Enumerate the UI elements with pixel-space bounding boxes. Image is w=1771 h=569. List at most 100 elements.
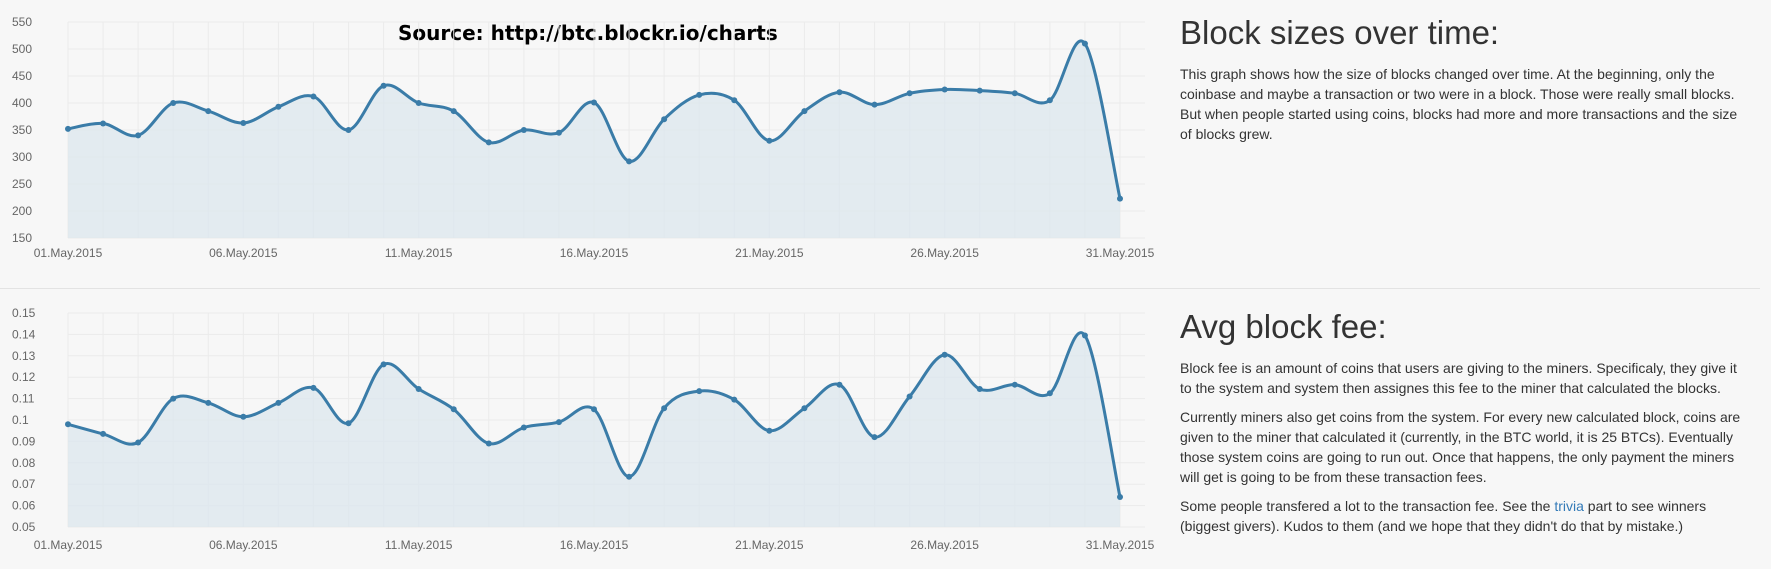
x-tick-label: 31.May.2015 — [1086, 538, 1155, 552]
x-tick-label: 11.May.2015 — [385, 246, 453, 260]
data-point[interactable] — [661, 405, 668, 412]
y-tick-label: 250 — [12, 177, 32, 191]
data-point[interactable] — [415, 385, 422, 392]
y-tick-label: 0.14 — [12, 327, 36, 341]
data-point[interactable] — [240, 413, 247, 420]
data-point[interactable] — [626, 473, 633, 480]
data-point[interactable] — [696, 388, 703, 395]
data-point[interactable] — [801, 405, 808, 412]
data-point[interactable] — [520, 127, 527, 133]
data-point[interactable] — [275, 399, 282, 406]
block-fee-paragraph-1: Block fee is an amount of coins that use… — [1180, 359, 1737, 396]
y-tick-label: 0.05 — [12, 520, 36, 534]
data-point[interactable] — [1117, 195, 1123, 202]
y-tick-label: 0.1 — [12, 413, 29, 427]
data-point[interactable] — [1011, 381, 1018, 388]
data-point[interactable] — [65, 125, 71, 132]
series-area — [68, 332, 1120, 527]
trivia-text-before: Some people transfered a lot to the tran… — [1180, 497, 1555, 514]
series-line — [67, 331, 1122, 498]
data-point[interactable] — [380, 82, 387, 89]
x-tick-label: 16.May.2015 — [560, 538, 629, 552]
trivia-link[interactable]: trivia — [1554, 497, 1584, 514]
data-point[interactable] — [65, 421, 71, 428]
y-tick-label: 200 — [12, 204, 32, 218]
data-point[interactable] — [1046, 390, 1053, 397]
block-fee-heading: Avg block fee: — [1180, 308, 1387, 345]
data-point[interactable] — [555, 419, 562, 426]
x-tick-label: 21.May.2015 — [735, 246, 804, 260]
data-point[interactable] — [170, 100, 177, 106]
data-point[interactable] — [836, 89, 843, 96]
data-point[interactable] — [871, 434, 878, 441]
data-point[interactable] — [100, 120, 107, 127]
data-point[interactable] — [205, 399, 212, 406]
data-point[interactable] — [1081, 332, 1088, 339]
data-point[interactable] — [485, 139, 492, 146]
data-point[interactable] — [731, 396, 738, 403]
data-point[interactable] — [766, 427, 773, 434]
y-tick-label: 0.08 — [12, 456, 36, 470]
data-point[interactable] — [1046, 97, 1053, 104]
block-size-description: Block sizes over time: This graph shows … — [1180, 14, 1746, 153]
y-tick-label: 150 — [12, 231, 32, 245]
data-point[interactable] — [906, 393, 913, 400]
data-point[interactable] — [976, 87, 983, 94]
block-fee-chart: 0.05 0.06 0.07 0.08 0.09 0.1 0.11 0.12 0.13 0.14 0… — [12, 306, 1155, 552]
data-point[interactable] — [696, 91, 703, 98]
data-point[interactable] — [485, 440, 492, 447]
data-point[interactable] — [941, 86, 948, 93]
data-point[interactable] — [766, 137, 773, 144]
data-point[interactable] — [450, 406, 457, 413]
y-tick-label: 0.07 — [12, 477, 36, 491]
y-tick-label: 400 — [12, 96, 32, 110]
data-point[interactable] — [555, 129, 562, 136]
data-point[interactable] — [976, 385, 983, 392]
data-point[interactable] — [801, 108, 808, 115]
section-divider — [0, 288, 1760, 289]
data-point[interactable] — [240, 119, 247, 126]
x-tick-label: 31.May.2015 — [1086, 246, 1155, 260]
data-point[interactable] — [450, 108, 457, 115]
data-point[interactable] — [415, 100, 422, 106]
data-point[interactable] — [345, 127, 352, 133]
data-point[interactable] — [520, 424, 527, 431]
data-point[interactable] — [871, 101, 878, 108]
x-tick-label: 16.May.2015 — [560, 246, 629, 260]
data-point[interactable] — [661, 116, 668, 123]
data-point[interactable] — [1081, 40, 1088, 47]
data-point[interactable] — [1011, 90, 1018, 97]
data-point[interactable] — [135, 132, 142, 139]
data-point[interactable] — [1117, 494, 1123, 501]
data-point[interactable] — [345, 420, 352, 427]
data-point[interactable] — [310, 93, 317, 100]
data-point[interactable] — [591, 99, 597, 106]
data-point[interactable] — [906, 90, 913, 97]
data-point[interactable] — [100, 430, 107, 437]
x-tick-label: 01.May.2015 — [34, 246, 103, 260]
block-size-chart: Source: http://btc.blockr.io/charts 150 20… — [12, 15, 1155, 260]
y-tick-label: 0.09 — [12, 434, 36, 448]
data-point[interactable] — [731, 97, 738, 104]
y-tick-label: 300 — [12, 150, 32, 164]
data-point[interactable] — [941, 351, 948, 358]
y-tick-label: 0.15 — [12, 306, 36, 320]
x-tick-label: 06.May.2015 — [209, 246, 278, 260]
x-tick-label: 01.May.2015 — [34, 538, 103, 552]
data-point[interactable] — [135, 439, 142, 446]
data-point[interactable] — [310, 384, 317, 391]
data-point[interactable] — [836, 381, 843, 388]
data-point[interactable] — [591, 406, 597, 413]
block-size-section: Source: http://btc.blockr.io/charts 150 20… — [12, 14, 1746, 260]
block-fee-section: 0.05 0.06 0.07 0.08 0.09 0.1 0.11 0.12 0.13 0.14 0… — [0, 289, 1771, 569]
data-point[interactable] — [275, 103, 282, 110]
y-tick-label: 0.11 — [12, 392, 35, 406]
x-tick-label: 11.May.2015 — [385, 538, 453, 552]
block-fee-description: Avg block fee: Block fee is an amount of… — [1180, 308, 1746, 545]
data-point[interactable] — [626, 158, 633, 165]
data-point[interactable] — [380, 361, 387, 368]
x-tick-label: 26.May.2015 — [910, 246, 979, 260]
data-point[interactable] — [170, 395, 177, 402]
source-label: Source: http://btc.blockr.io/charts — [398, 21, 778, 45]
data-point[interactable] — [205, 108, 212, 115]
